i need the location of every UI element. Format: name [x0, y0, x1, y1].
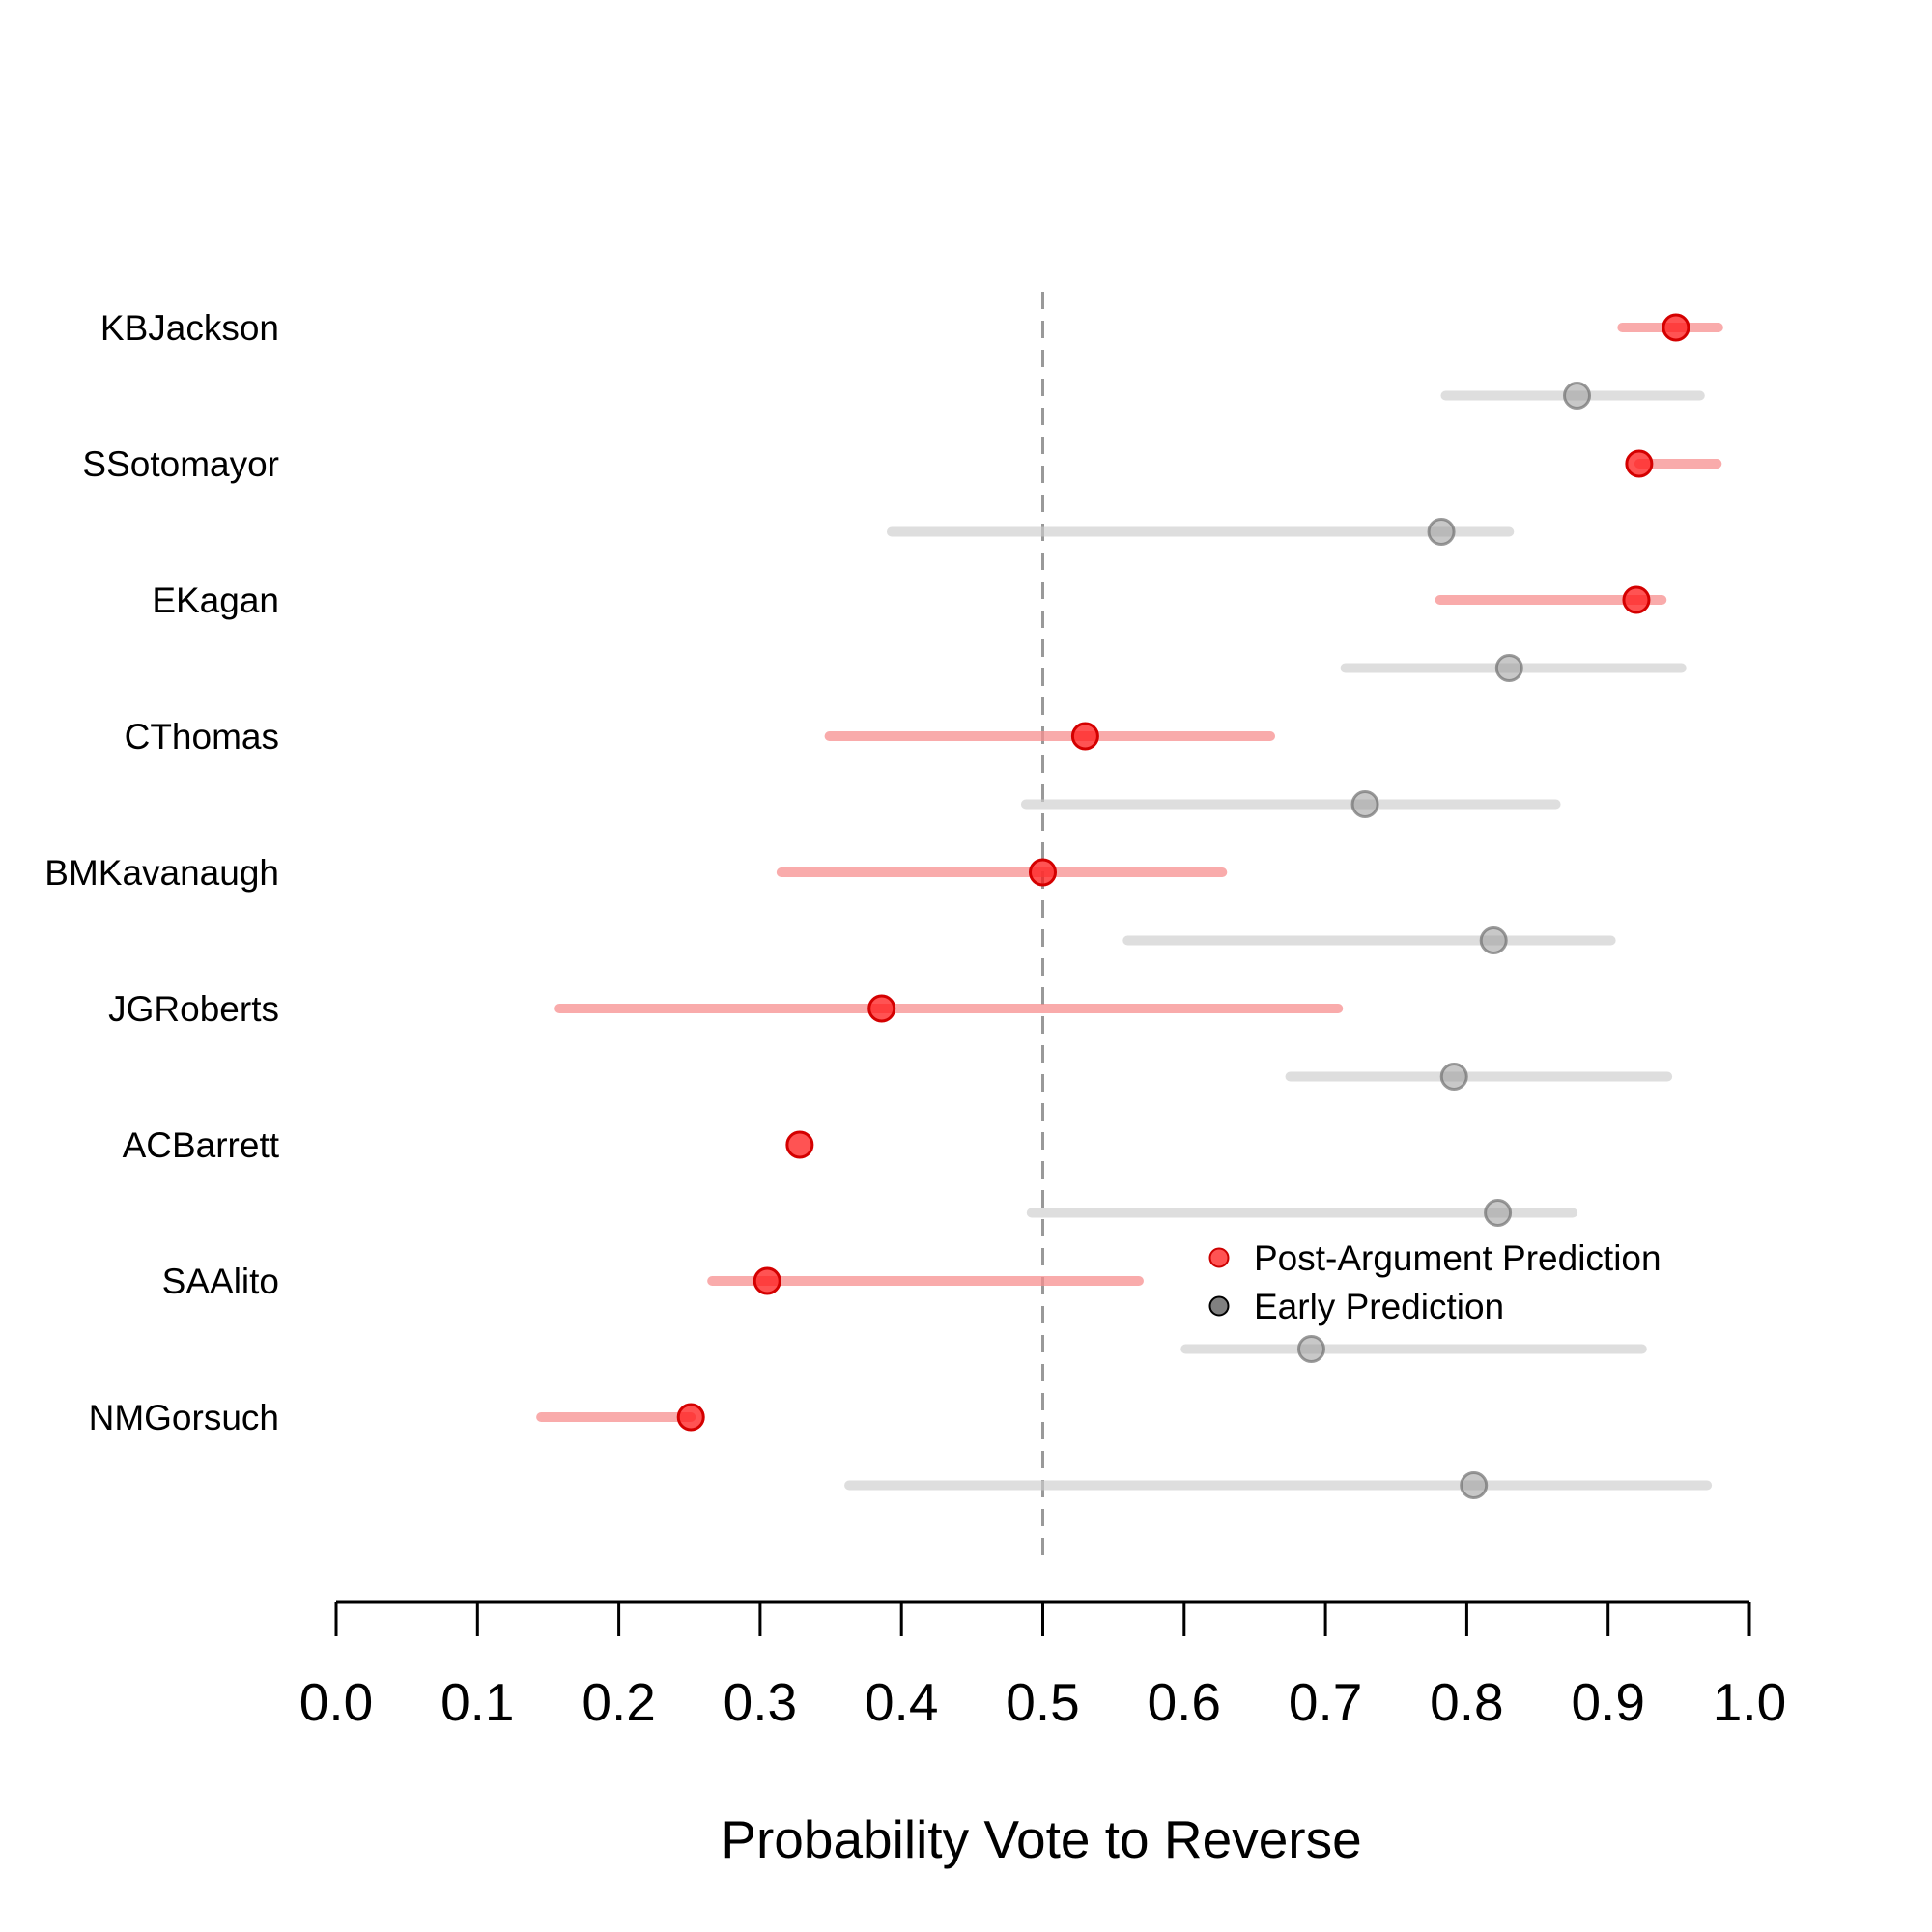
early-point [1296, 1335, 1325, 1363]
x-tick-label: 0.4 [865, 1672, 938, 1732]
justice-label: JGRoberts [108, 989, 279, 1029]
early-point [1479, 926, 1508, 954]
early-point [1494, 654, 1523, 682]
x-axis: 0.0 0.1 0.2 0.3 0.4 0.5 0.6 0.7 0.8 0.9 1.0 [299, 1600, 1786, 1732]
early-point [1563, 382, 1592, 410]
x-tick-label: 0.6 [1148, 1672, 1221, 1732]
post-point [1029, 858, 1057, 887]
x-tick-label: 0.9 [1571, 1672, 1644, 1732]
justice-label: ACBarrett [123, 1125, 280, 1165]
legend-marker-post [1208, 1247, 1230, 1268]
post-point [785, 1130, 814, 1159]
post-point [753, 1266, 781, 1295]
post-point [1622, 585, 1651, 614]
point-layer [676, 313, 1690, 1499]
early-point [1427, 518, 1456, 546]
justice-label: NMGorsuch [89, 1398, 279, 1437]
justice-label: SSotomayor [82, 444, 279, 484]
justice-label: BMKavanaugh [44, 853, 279, 893]
post-point [867, 994, 896, 1023]
x-tick-label: 0.5 [1006, 1672, 1079, 1732]
early-point [1460, 1471, 1489, 1499]
legend-label-early: Early Prediction [1254, 1287, 1504, 1326]
legend-label-post: Post-Argument Prediction [1254, 1238, 1662, 1278]
x-tick-label: 0.7 [1289, 1672, 1362, 1732]
early-point [1484, 1199, 1513, 1227]
post-point [1662, 313, 1690, 342]
x-tick-label: 0.1 [440, 1672, 514, 1732]
x-tick-label: 0.3 [724, 1672, 797, 1732]
early-point [1350, 790, 1379, 818]
interval-layer [536, 323, 1723, 1491]
post-point [1625, 449, 1654, 478]
justice-label: CThomas [125, 717, 279, 756]
early-point [1439, 1063, 1468, 1091]
x-axis-title: Probability Vote to Reverse [721, 1809, 1361, 1869]
x-tick-label: 1.0 [1713, 1672, 1786, 1732]
x-tick-label: 0.0 [299, 1672, 373, 1732]
justice-labels: KBJackson SSotomayor EKagan CThomas BMKavana… [44, 308, 279, 1437]
justice-label: EKagan [152, 581, 279, 620]
x-tick-label: 0.8 [1430, 1672, 1503, 1732]
legend: Post-Argument Prediction Early Predictio… [1208, 1238, 1662, 1326]
justice-label: KBJackson [100, 308, 279, 348]
post-point [1070, 722, 1099, 751]
legend-marker-early [1208, 1295, 1230, 1317]
justice-label: SAAlito [162, 1262, 279, 1301]
x-tick-label: 0.2 [582, 1672, 655, 1732]
post-point [676, 1403, 705, 1432]
